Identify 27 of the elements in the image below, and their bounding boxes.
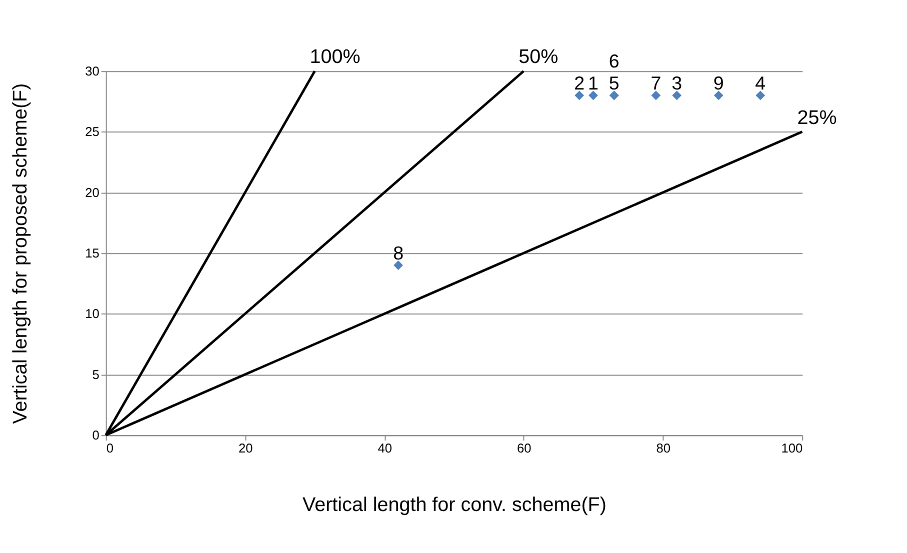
annotation: 9 bbox=[713, 72, 724, 94]
series-label: 50% bbox=[518, 46, 558, 68]
x-tick-label: 40 bbox=[378, 440, 392, 456]
x-tick-label: 0 bbox=[106, 440, 114, 456]
x-tick-label: 60 bbox=[516, 440, 532, 456]
y-tick-label: 10 bbox=[85, 306, 100, 322]
annotation: 6 bbox=[608, 50, 620, 72]
annotation: 2 bbox=[574, 72, 585, 94]
series-label: 100% bbox=[310, 46, 360, 68]
annotation: 1 bbox=[588, 72, 598, 94]
y-tick-label: 20 bbox=[85, 184, 100, 200]
y-tick-label: 25 bbox=[85, 124, 100, 140]
annotation: 5 bbox=[608, 72, 620, 94]
annotation: 3 bbox=[672, 72, 682, 94]
x-tick-label: 20 bbox=[238, 440, 253, 456]
y-tick-label: 0 bbox=[92, 428, 100, 443]
x-tick-label: 80 bbox=[656, 440, 671, 456]
y-tick-label: 15 bbox=[85, 246, 100, 261]
series-label: 25% bbox=[797, 106, 837, 129]
annotation: 8 bbox=[393, 242, 404, 264]
annotation: 4 bbox=[755, 72, 766, 94]
x-axis-title: Vertical length for conv. scheme(F) bbox=[302, 494, 606, 516]
y-tick-label: 5 bbox=[92, 366, 100, 382]
x-tick-label: 100 bbox=[781, 440, 803, 456]
y-tick-label: 30 bbox=[85, 64, 100, 79]
y-axis-title: Vertical length for proposed scheme(F) bbox=[10, 83, 32, 424]
annotation: 7 bbox=[650, 72, 662, 94]
